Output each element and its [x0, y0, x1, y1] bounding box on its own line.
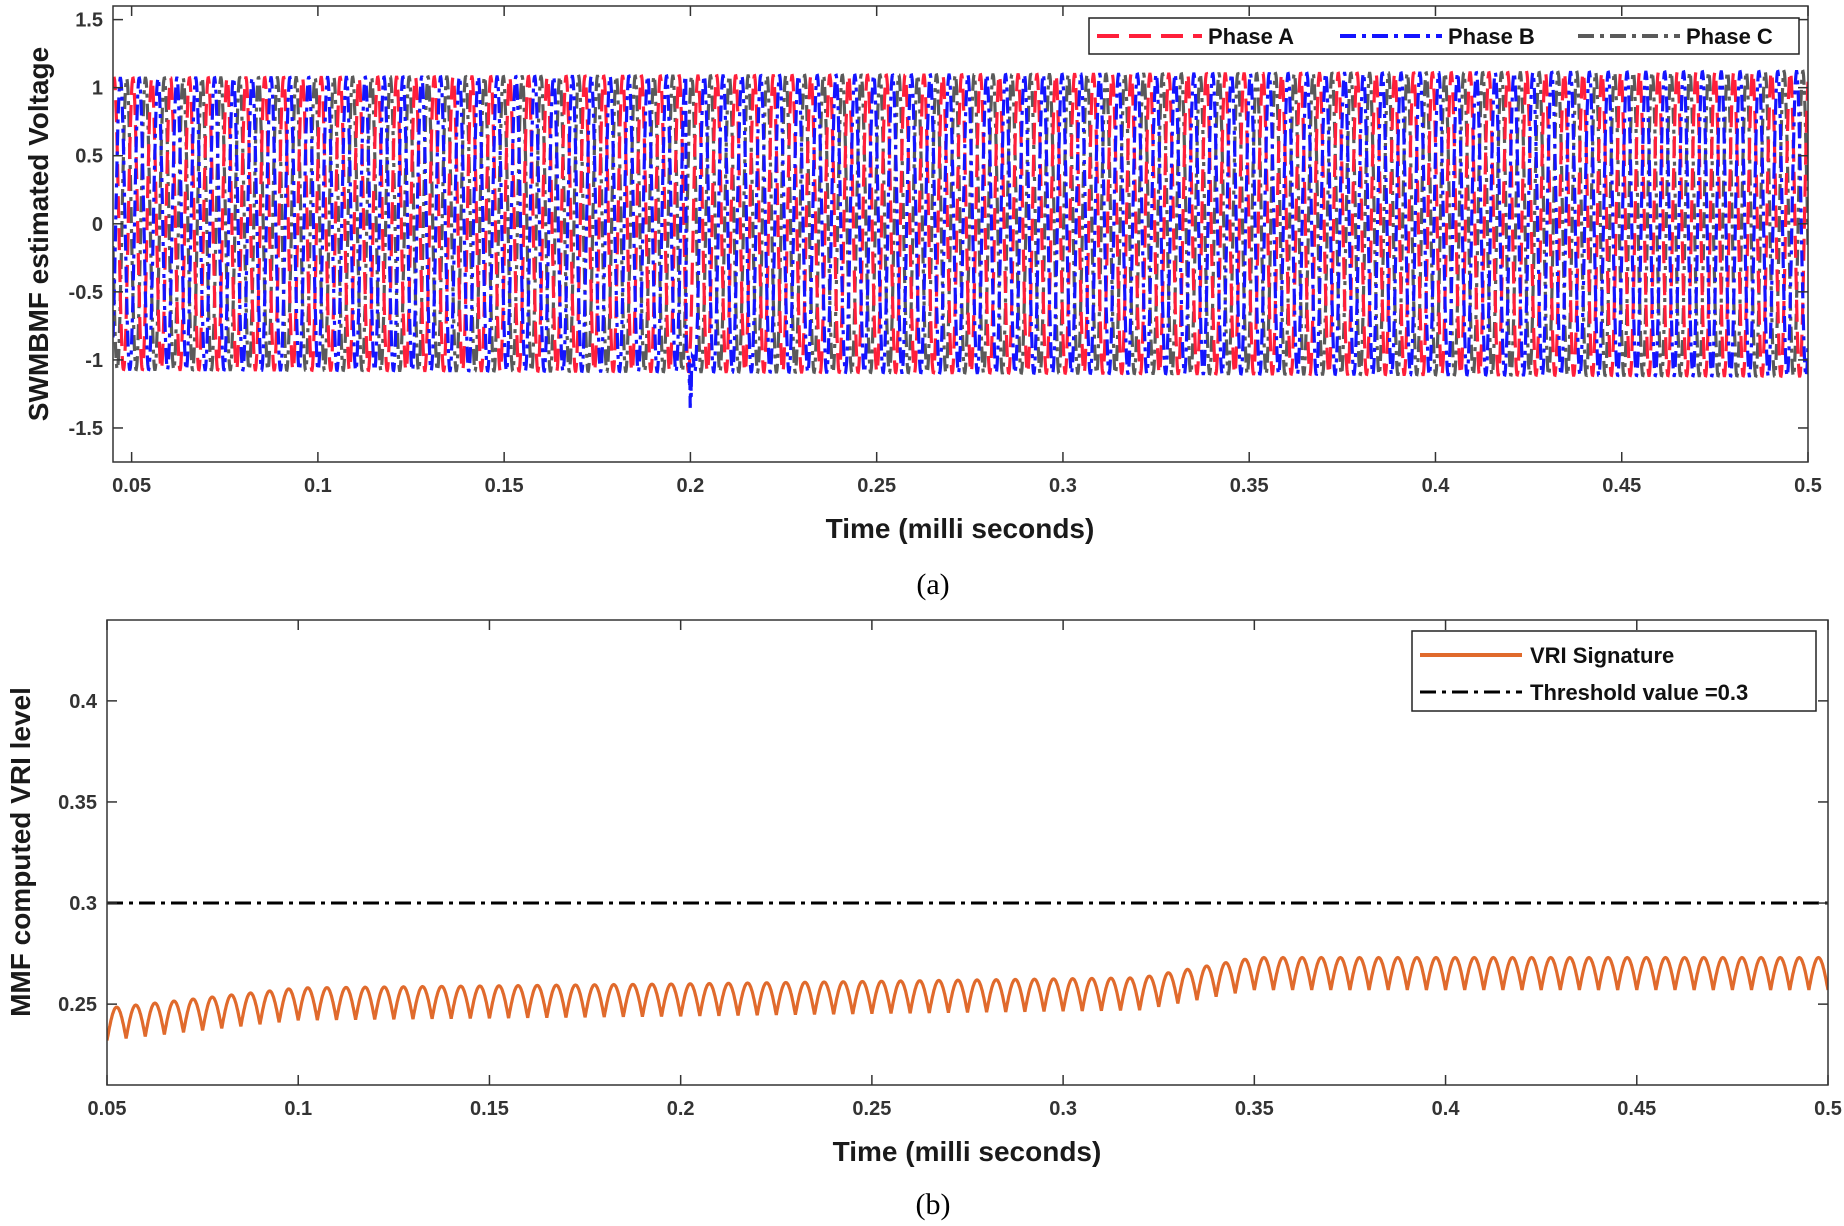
chart-0-xtick-label: 0.35	[1230, 475, 1269, 497]
chart-1-ytick-label: 0.35	[58, 792, 97, 814]
chart-0-xtick-label: 0.25	[857, 475, 896, 497]
caption-a: (a)	[916, 568, 949, 601]
chart-1-ytick-label: 0.4	[69, 691, 98, 713]
chart-b-xlabel: Time (milli seconds)	[833, 1136, 1102, 1167]
chart-1-xtick-label: 0.4	[1432, 1098, 1461, 1120]
chart-0-ytick-label: -1.5	[69, 418, 103, 440]
chart-0-xtick-label: 0.3	[1049, 475, 1077, 497]
chart-0-ytick-label: 1.5	[75, 10, 103, 32]
chart-0-ytick-label: -0.5	[69, 282, 103, 304]
chart-0-xtick-label: 0.4	[1422, 475, 1451, 497]
legend-phase-c-label: Phase C	[1686, 24, 1773, 49]
chart-1-xtick-label: 0.3	[1049, 1098, 1077, 1120]
chart-1-xtick-label: 0.45	[1617, 1098, 1656, 1120]
chart-1-xtick-label: 0.05	[88, 1098, 127, 1120]
chart-1-xtick-label: 0.25	[852, 1098, 891, 1120]
series-phase-b-line	[113, 69, 1808, 408]
chart-1-ytick-label: 0.3	[69, 893, 97, 915]
chart-0-ytick-label: 0.5	[75, 146, 103, 168]
chart-a-xlabel: Time (milli seconds)	[826, 513, 1095, 544]
chart-a: 0.05 0.1 0.15 0.2 0.25 0.3 0.35 0.4 0.45 0.5 -1.5 -…	[23, 5, 1822, 544]
chart-0-xtick-label: 0.1	[304, 475, 332, 497]
chart-0-ytick-label: 0	[92, 214, 103, 236]
legend-threshold-label: Threshold value =0.3	[1530, 680, 1748, 705]
series-phase-c-line	[113, 69, 1808, 378]
series-phase-a-line	[113, 69, 1808, 379]
chart-b-legend: VRI Signature Threshold value =0.3	[1411, 630, 1817, 712]
chart-a-legend: Phase A Phase B Phase C	[1088, 17, 1800, 55]
caption-b: (b)	[916, 1188, 951, 1221]
chart-b-axes-box	[106, 619, 1829, 1086]
legend-phase-a-label: Phase A	[1208, 24, 1294, 49]
series-vri-signature-line	[107, 955, 1828, 1041]
chart-0-xtick-label: 0.05	[112, 475, 151, 497]
chart-a-axes-box	[112, 5, 1809, 463]
chart-0-xtick-label: 0.5	[1794, 475, 1822, 497]
legend-vri-label: VRI Signature	[1530, 643, 1674, 668]
chart-1-ytick-label: 0.25	[58, 994, 97, 1016]
chart-1-xtick-label: 0.35	[1235, 1098, 1274, 1120]
chart-0-xtick-label: 0.45	[1602, 475, 1641, 497]
legend-phase-b-label: Phase B	[1448, 24, 1535, 49]
chart-a-ylabel: SWMBMF estimated Voltage	[23, 47, 54, 421]
chart-b-ylabel: MMF computed VRI level	[5, 687, 36, 1017]
chart-1-xtick-label: 0.1	[284, 1098, 312, 1120]
chart-0-ytick-label: -1	[85, 350, 103, 372]
chart-b: 0.05 0.1 0.15 0.2 0.25 0.3 0.35 0.4 0.45 0.5 0.25 0…	[5, 619, 1842, 1167]
chart-1-xtick-label: 0.5	[1814, 1098, 1842, 1120]
chart-0-xtick-label: 0.15	[485, 475, 524, 497]
chart-1-xtick-label: 0.2	[667, 1098, 695, 1120]
chart-0-xtick-label: 0.2	[677, 475, 705, 497]
chart-1-xtick-label: 0.15	[470, 1098, 509, 1120]
chart-0-ytick-label: 1	[92, 78, 103, 100]
